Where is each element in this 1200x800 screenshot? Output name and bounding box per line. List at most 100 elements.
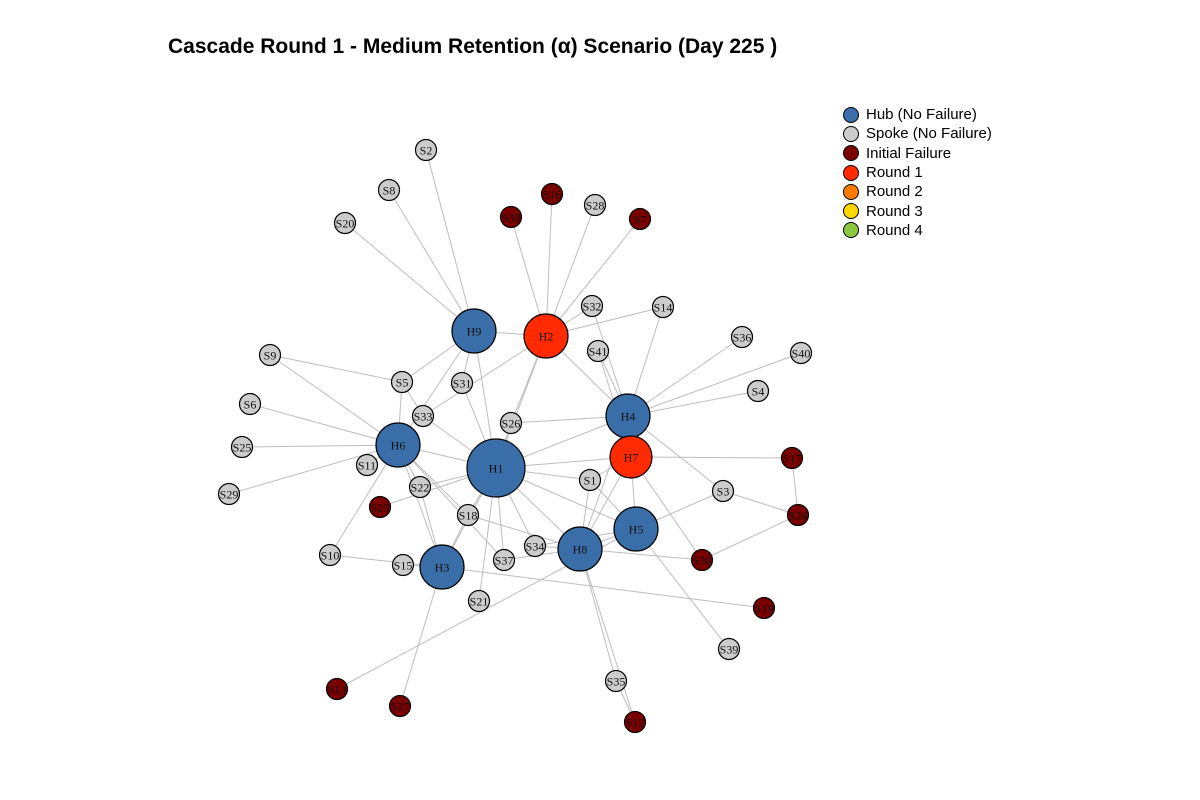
node-circle-S13 (325, 677, 349, 701)
edge-H4-S36 (627, 336, 743, 417)
node-S34: S34 (523, 534, 547, 558)
legend-label-round3: Round 3 (866, 202, 923, 220)
node-circle-H7 (609, 435, 653, 479)
node-circle-S5 (390, 370, 414, 394)
node-S9: S9 (258, 343, 282, 367)
node-circle-S11 (355, 453, 379, 477)
node-circle-S19 (752, 596, 776, 620)
node-S2: S2 (414, 138, 438, 162)
edge-H4-S40 (627, 352, 802, 417)
node-label-S24: S24 (789, 509, 808, 523)
node-circle-S28 (583, 193, 607, 217)
node-H9: H9 (451, 308, 497, 354)
node-circle-S30 (690, 548, 714, 572)
node-H1: H1 (466, 438, 526, 498)
node-circle-S4 (746, 379, 770, 403)
node-label-S22: S22 (411, 481, 430, 495)
node-label-H9: H9 (467, 325, 482, 339)
edge-H6-S37 (397, 444, 505, 561)
node-S16: S16 (540, 182, 564, 206)
node-S15: S15 (391, 553, 415, 577)
edge-H3-S27 (399, 566, 443, 707)
node-label-S38: S38 (502, 211, 521, 225)
node-circle-S22 (408, 475, 432, 499)
edge-H2-S16 (545, 193, 553, 337)
node-H5: H5 (613, 506, 659, 552)
node-label-S41: S41 (589, 345, 608, 359)
node-circle-S38 (499, 205, 523, 229)
node-circle-S16 (540, 182, 564, 206)
node-circle-S6 (238, 392, 262, 416)
node-circle-H2 (523, 313, 569, 359)
node-S22: S22 (408, 475, 432, 499)
node-label-S36: S36 (733, 331, 752, 345)
edge-H2-S7 (545, 218, 641, 337)
node-S6: S6 (238, 392, 262, 416)
edge-H6-S29 (228, 444, 399, 495)
node-H4: H4 (605, 393, 651, 439)
edge-H9-S8 (388, 189, 475, 332)
node-circle-S35 (604, 669, 628, 693)
node-label-S8: S8 (383, 184, 396, 198)
node-S27: S27 (388, 694, 412, 718)
node-label-S10: S10 (321, 549, 340, 563)
legend-label-round4: Round 4 (866, 221, 923, 239)
node-circle-H1 (466, 438, 526, 498)
edge-H2-S28 (545, 204, 596, 337)
node-S19: S19 (752, 596, 776, 620)
node-label-H2: H2 (539, 330, 554, 344)
legend-item-round3: Round 3 (843, 201, 992, 220)
node-circle-S41 (586, 339, 610, 363)
node-circle-S14 (651, 295, 675, 319)
legend-item-round1: Round 1 (843, 163, 992, 182)
node-S7: S7 (628, 207, 652, 231)
node-S14: S14 (651, 295, 675, 319)
node-circle-S18 (456, 503, 480, 527)
node-label-H4: H4 (621, 410, 636, 424)
node-label-S39: S39 (720, 643, 739, 657)
edge-H6-S6 (249, 403, 399, 446)
node-circle-H5 (613, 506, 659, 552)
legend-label-spoke: Spoke (No Failure) (866, 125, 992, 143)
node-S37: S37 (492, 548, 516, 572)
chart-title: Cascade Round 1 - Medium Retention (α) S… (168, 35, 778, 58)
node-S40: S40 (789, 341, 813, 365)
legend: Hub (No Failure) Spoke (No Failure) Initia… (843, 105, 992, 240)
node-S30: S30 (690, 548, 714, 572)
node-S18: S18 (456, 503, 480, 527)
node-label-S32: S32 (583, 300, 602, 314)
legend-item-round4: Round 4 (843, 221, 992, 240)
node-circle-S10 (318, 543, 342, 567)
node-label-S23: S23 (371, 501, 390, 515)
legend-swatch-hub (843, 106, 859, 123)
legend-label-initial: Initial Failure (866, 144, 952, 162)
node-label-S34: S34 (526, 540, 545, 554)
edge-S24-S30 (701, 514, 799, 561)
node-label-S12: S12 (626, 716, 645, 730)
node-circle-S9 (258, 343, 282, 367)
node-S33: S33 (411, 404, 435, 428)
edge-H3-S19 (441, 566, 765, 609)
node-label-S40: S40 (792, 347, 811, 361)
node-label-S11: S11 (358, 459, 376, 473)
legend-item-hub: Hub (No Failure) (843, 105, 992, 124)
node-circle-S8 (377, 178, 401, 202)
node-circle-S36 (730, 325, 754, 349)
node-circle-S2 (414, 138, 438, 162)
node-label-S37: S37 (495, 554, 514, 568)
node-S24: S24 (786, 503, 810, 527)
node-S17: S17 (780, 446, 804, 470)
node-circle-H9 (451, 308, 497, 354)
node-label-S15: S15 (394, 559, 413, 573)
legend-label-round2: Round 2 (866, 183, 923, 201)
node-circle-H3 (419, 544, 465, 590)
node-label-S17: S17 (783, 452, 802, 466)
node-circle-S24 (786, 503, 810, 527)
edge-S9-S5 (269, 354, 403, 383)
node-label-S2: S2 (420, 144, 433, 158)
node-label-S35: S35 (607, 675, 626, 689)
node-label-S21: S21 (470, 595, 489, 609)
node-S29: S29 (217, 482, 241, 506)
edge-H7-S17 (630, 456, 793, 459)
